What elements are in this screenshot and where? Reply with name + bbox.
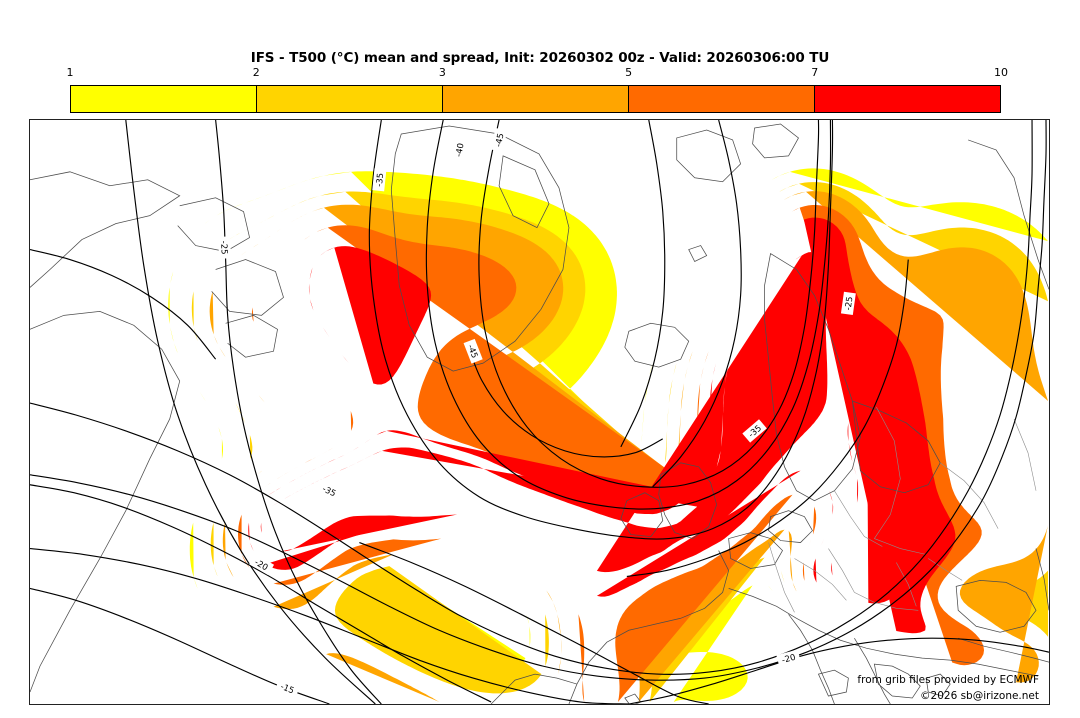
mean-contour--45: [478, 120, 820, 488]
page-title: IFS - T500 (°C) mean and spread, Init: 2…: [250, 50, 830, 66]
coastline: [688, 245, 708, 263]
coastline: [30, 310, 181, 693]
spread-band-5: [237, 205, 985, 703]
coastline: [854, 638, 891, 704]
country-border: [768, 542, 795, 613]
svg-text:-15: -15: [279, 681, 296, 695]
svg-text:-45: -45: [493, 132, 506, 148]
coastline: [768, 510, 813, 543]
country-border: [828, 548, 855, 593]
contour-label--35: -35: [372, 168, 387, 192]
mean-contour--25: [626, 259, 909, 578]
mean-contour--35: [30, 120, 1033, 675]
colorbar-tick-labels: 1 2 3 5 7 10: [66, 66, 1009, 82]
contour-label--20: -20: [776, 649, 801, 667]
svg-text:-25: -25: [219, 240, 230, 254]
coastline: [817, 669, 849, 697]
coastline: [955, 580, 1037, 633]
coastline: [728, 532, 783, 569]
mean-contour-layer: -25-35-40-45-45-35-35-20-20-15-25: [30, 120, 1049, 704]
contour-label--25: -25: [840, 291, 856, 316]
coastline: [1035, 548, 1049, 611]
country-border: [834, 490, 883, 547]
colorbar-segment-3: [443, 86, 629, 112]
coastline: [958, 637, 1049, 663]
coastline: [30, 171, 181, 288]
colorbar-gradient: [70, 85, 1001, 113]
coastline: [624, 322, 690, 368]
spread-band-max: [260, 251, 935, 604]
contour-label--35: -35: [316, 480, 342, 501]
credit-ecmwf: from grib files provided by ECMWF: [857, 674, 1039, 686]
colorbar-tick-2: 3: [438, 66, 446, 79]
mean-contour--25: [652, 120, 742, 488]
coastline: [620, 492, 664, 537]
country-border: [854, 592, 919, 611]
credit-copyright: ©2026 sb@irizone.net: [920, 690, 1039, 702]
country-border: [874, 538, 927, 555]
coastline: [851, 400, 941, 494]
colorbar-segment-5: [815, 86, 1000, 112]
colorbar-segment-4: [629, 86, 815, 112]
coastline: [498, 155, 550, 229]
country-border: [874, 406, 901, 539]
coastline: [390, 125, 570, 372]
country-border: [940, 462, 999, 529]
mean-contour--40: [620, 120, 666, 448]
colorbar-tick-4: 7: [811, 66, 819, 79]
coastline: [568, 550, 730, 704]
coastline: [225, 314, 278, 358]
coastline: [788, 614, 835, 704]
coastline: [764, 252, 861, 502]
mean-contour--35: [368, 120, 834, 540]
colorbar-segment-2: [257, 86, 443, 112]
colorbar-segment-1: [71, 86, 257, 112]
contour-label--40: -40: [451, 138, 468, 162]
svg-text:-45: -45: [466, 343, 480, 360]
country-border: [928, 558, 963, 581]
contour-label--20: -20: [249, 553, 275, 576]
country-border: [1013, 418, 1037, 491]
coastline: [177, 197, 250, 252]
contour-label--45: -45: [463, 338, 483, 364]
coastline: [490, 673, 578, 704]
contour-label--45: -45: [490, 127, 508, 152]
svg-text:-20: -20: [781, 652, 797, 665]
mean-contour--40: [425, 120, 832, 510]
coastline: [925, 673, 951, 697]
colorbar-tick-0: 1: [66, 66, 74, 79]
coastline: [211, 259, 284, 316]
spread-shaded-field: [168, 168, 1049, 703]
contour-label--25: -25: [218, 236, 232, 259]
colorbar-tick-3: 5: [625, 66, 633, 79]
colorbar-tick-1: 2: [252, 66, 260, 79]
mean-contour--45: [466, 343, 664, 458]
svg-text:-35: -35: [374, 172, 385, 187]
svg-text:-40: -40: [453, 142, 465, 157]
contour-label--15: -15: [275, 678, 300, 698]
coastline: [752, 123, 799, 159]
mean-contour--30: [30, 547, 629, 704]
mean-contour--20: [628, 637, 1049, 704]
coastline: [728, 588, 1039, 677]
country-border: [794, 558, 847, 601]
coastline: [873, 663, 921, 699]
mean-contour--25: [215, 120, 382, 704]
colorbar: 1 2 3 5 7 10: [67, 66, 1008, 113]
geography-layer: [30, 123, 1049, 704]
svg-text:-25: -25: [843, 296, 855, 311]
colorbar-tick-5: 10: [994, 66, 1008, 79]
country-border: [896, 562, 917, 607]
mean-contour--20: [125, 120, 376, 704]
mean-contour--25: [30, 249, 217, 360]
map-panel: -25 -35 -40 -45 -45 -35 -35 -20 -20 -15 -25 from g…: [29, 119, 1050, 705]
map-canvas: -25-35-40-45-45-35-35-20-20-15-25: [30, 120, 1049, 704]
mean-contour--20: [30, 484, 492, 703]
